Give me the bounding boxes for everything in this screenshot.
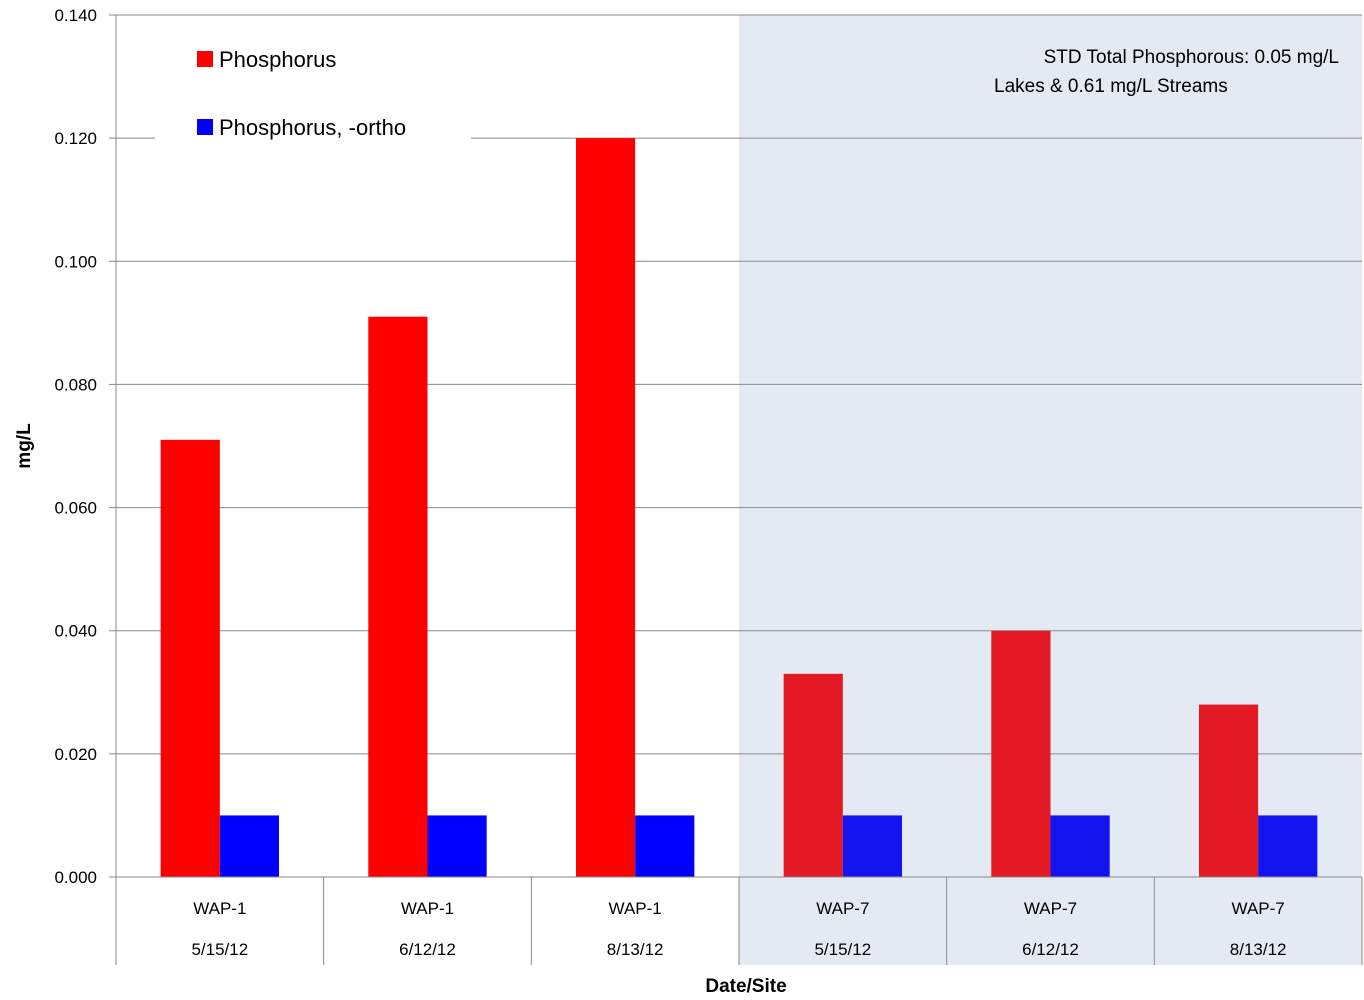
bar-phosphorus-ortho [427,815,487,877]
bar-phosphorus [575,138,636,878]
x-tick-label-site: WAP-7 [1024,899,1077,918]
axes: 0.000 0.020 0.040 0.060 0.080 0.100 0.120 0.140… [54,6,1363,965]
bar-phosphorus-ortho [1050,815,1110,877]
legend-swatch-phosphorus-ortho [197,119,213,135]
y-tick-label: 0.020 [54,745,97,764]
y-tick-label: 0.060 [54,499,97,518]
y-tick-label: 0.120 [54,129,97,148]
x-tick-label-date: 8/13/12 [607,940,664,959]
bar-phosphorus-ortho [1258,815,1318,877]
x-axis-title: Date/Site [705,976,786,997]
bar-phosphorus-ortho [842,815,903,877]
x-tick-label-site: WAP-1 [193,899,246,918]
x-tick-label-site: WAP-7 [816,899,869,918]
y-tick-label: 0.140 [54,6,97,25]
gridlines [116,14,1362,755]
x-tick-label-site: WAP-1 [609,899,662,918]
bar-phosphorus [991,630,1051,877]
bar-phosphorus [368,316,428,877]
x-tick-label-date: 6/12/12 [399,940,456,959]
x-tick-label-site: WAP-7 [1232,899,1285,918]
x-tick-label-date: 5/15/12 [814,940,871,959]
legend-label-phosphorus: Phosphorus [219,47,336,72]
y-axis-title: mg/L [14,423,35,469]
bar-phosphorus-ortho [635,815,695,877]
annotation-line-2: Lakes & 0.61 mg/L Streams [994,76,1228,97]
x-tick-label-date: 8/13/12 [1230,940,1287,959]
bar-phosphorus [783,673,843,877]
x-tick-label-date: 6/12/12 [1022,940,1079,959]
y-tick-label: 0.080 [54,375,97,394]
x-tick-label-site: WAP-1 [401,899,454,918]
standard-annotation: STD Total Phosphorous: 0.05 mg/L Lakes &… [994,47,1339,97]
y-tick-label: 0.000 [54,868,97,887]
legend: Phosphorus Phosphorus, -ortho [155,32,471,160]
y-tick-label: 0.100 [54,252,97,271]
bars [160,138,1318,878]
bar-phosphorus [160,439,220,877]
legend-label-phosphorus-ortho: Phosphorus, -ortho [219,115,406,140]
y-tick-label: 0.040 [54,622,97,641]
bar-phosphorus [1198,704,1259,877]
annotation-line-1: STD Total Phosphorous: 0.05 mg/L [1044,47,1339,68]
x-tick-label-date: 5/15/12 [191,940,248,959]
bar-phosphorus-ortho [219,815,280,877]
legend-swatch-phosphorus [197,51,213,67]
